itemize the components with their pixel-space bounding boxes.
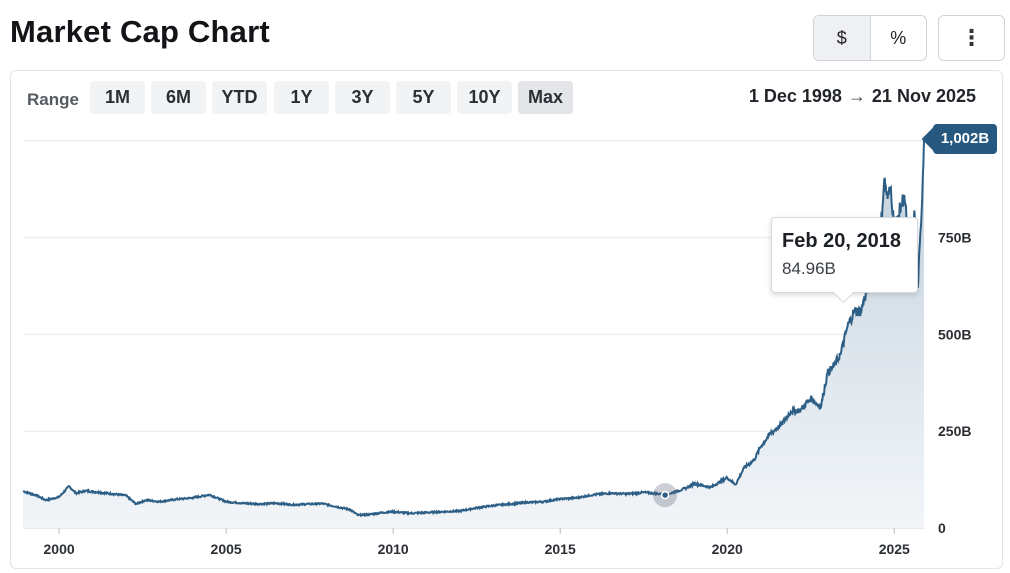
x-tick-label: 2015 bbox=[545, 541, 576, 557]
tooltip-date: Feb 20, 2018 bbox=[782, 230, 901, 252]
last-value-badge: 1,002B bbox=[933, 124, 997, 154]
x-tick-label: 2025 bbox=[879, 541, 910, 557]
arrow-right-icon: → bbox=[847, 86, 866, 106]
vertical-ellipsis-icon: ⋮ bbox=[960, 25, 983, 50]
percent-toggle-button[interactable]: % bbox=[890, 27, 907, 48]
y-tick-label: 0 bbox=[938, 520, 946, 536]
currency-percent-toggle[interactable]: $ % bbox=[813, 15, 927, 61]
x-tick-label: 2000 bbox=[44, 541, 75, 557]
range-button-10y[interactable]: 10Y bbox=[457, 81, 512, 114]
y-tick-label: 250B bbox=[938, 423, 971, 439]
date-range-from: 1 Dec 1998 bbox=[748, 86, 842, 106]
chart-tooltip: Feb 20, 2018 84.96B bbox=[771, 217, 918, 293]
range-button-5y[interactable]: 5Y bbox=[396, 81, 451, 114]
more-options-button[interactable]: ⋮ bbox=[938, 15, 1005, 61]
range-button-1y[interactable]: 1Y bbox=[274, 81, 329, 114]
x-tick-label: 2020 bbox=[712, 541, 743, 557]
date-range-to: 21 Nov 2025 bbox=[871, 86, 976, 106]
x-tick-label: 2010 bbox=[378, 541, 409, 557]
chart-series-line bbox=[22, 139, 925, 518]
highlight-point[interactable] bbox=[660, 490, 670, 500]
date-range-display: 1 Dec 1998 → 21 Nov 2025 bbox=[749, 86, 976, 107]
range-button-ytd[interactable]: YTD bbox=[212, 81, 267, 114]
last-value-text: 1,002B bbox=[940, 130, 990, 147]
range-label: Range bbox=[27, 90, 79, 109]
range-button-max[interactable]: Max bbox=[518, 81, 573, 114]
tooltip-value: 84.96B bbox=[782, 259, 836, 278]
y-tick-label: 500B bbox=[938, 326, 971, 342]
y-tick-label: 750B bbox=[938, 230, 971, 246]
chart-area-fill bbox=[23, 140, 924, 528]
dollar-toggle-button[interactable]: $ bbox=[814, 16, 871, 60]
range-button-6m[interactable]: 6M bbox=[151, 81, 206, 114]
range-button-3y[interactable]: 3Y bbox=[335, 81, 390, 114]
page-title: Market Cap Chart bbox=[10, 14, 270, 49]
range-button-1m[interactable]: 1M bbox=[90, 81, 145, 114]
x-tick-label: 2005 bbox=[211, 541, 242, 557]
